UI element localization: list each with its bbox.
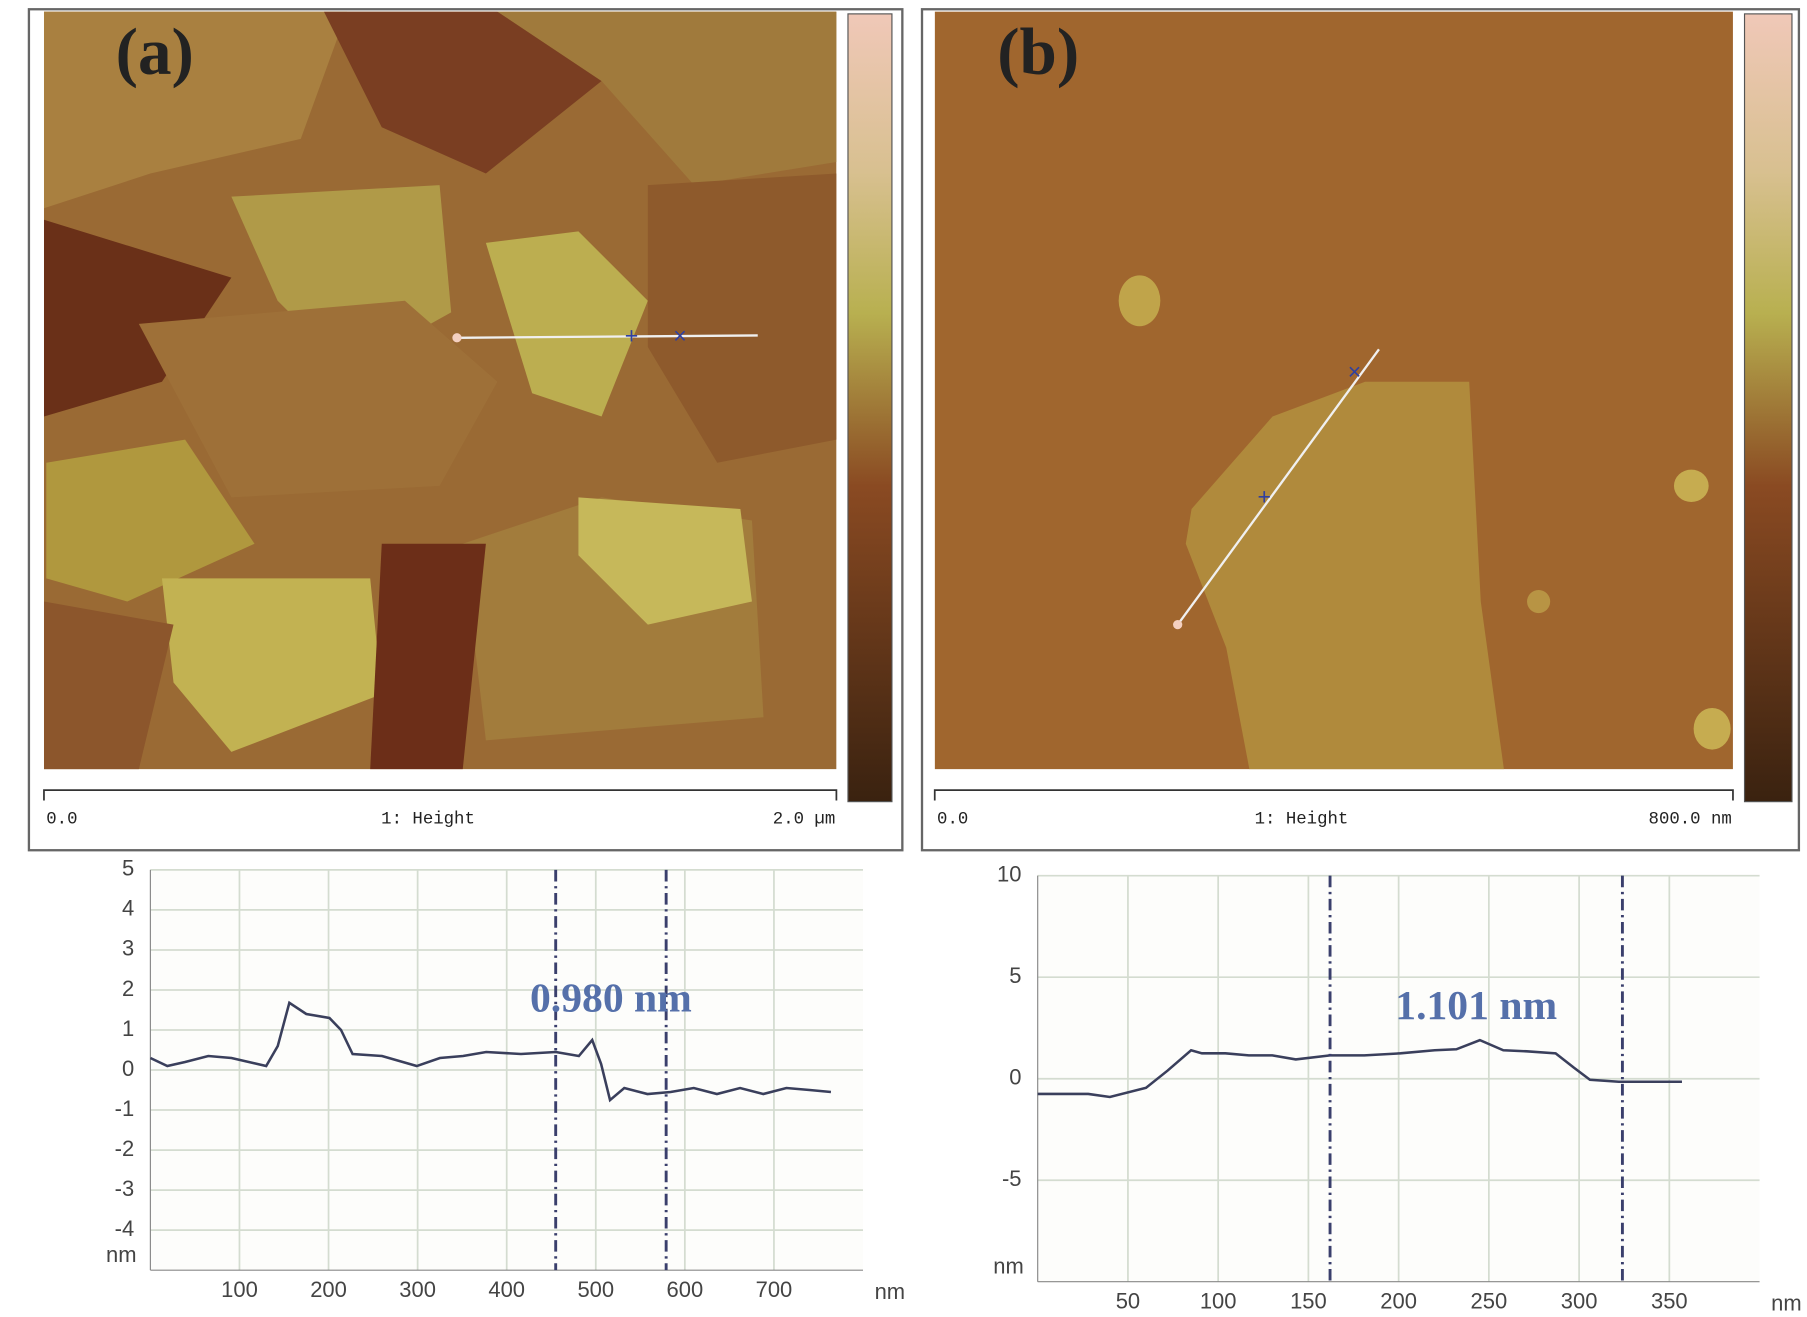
x-tick-label: 500 — [577, 1277, 614, 1302]
x-tick-label: 300 — [399, 1277, 436, 1302]
scale-start: 0.0 — [46, 811, 77, 830]
colorbar — [847, 13, 893, 803]
panel-label: (a) — [116, 14, 194, 89]
scale-end: 2.0 µm — [773, 811, 835, 830]
panel-label: (b) — [997, 14, 1079, 89]
profile-line — [149, 1000, 832, 1103]
y-tick-label: -2 — [115, 1136, 135, 1161]
afm-image: + × — [934, 11, 1733, 770]
y-tick-label: 3 — [122, 936, 134, 961]
y-axis-label: nm — [993, 1254, 1024, 1279]
y-tick-label: -3 — [115, 1176, 135, 1201]
y-tick-label: 0 — [122, 1056, 134, 1081]
x-axis-label: nm — [1771, 1291, 1802, 1316]
scale-end: 800.0 nm — [1649, 811, 1732, 830]
svg-text:×: × — [1348, 358, 1362, 384]
x-tick-label: 400 — [488, 1277, 525, 1302]
colorbar — [1743, 13, 1793, 803]
x-tick-label: 350 — [1651, 1288, 1688, 1313]
channel-label: 1: Height — [1255, 811, 1349, 830]
y-tick-label: 4 — [122, 896, 134, 921]
scale-start: 0.0 — [937, 811, 968, 830]
x-tick-label: 300 — [1561, 1288, 1598, 1313]
x-tick-label: 250 — [1471, 1288, 1508, 1313]
x-tick-label: 50 — [1116, 1288, 1140, 1313]
y-tick-label: 5 — [122, 856, 134, 881]
profile-line — [1037, 1038, 1682, 1099]
channel-label: 1: Height — [381, 811, 475, 830]
x-tick-label: 200 — [310, 1277, 347, 1302]
y-tick-label: 5 — [1009, 963, 1021, 988]
y-axis-label: nm — [106, 1242, 137, 1267]
x-axis-label: nm — [875, 1279, 906, 1304]
step-height-annotation: 1.101 nm — [1395, 983, 1557, 1029]
x-tick-label: 100 — [1200, 1288, 1237, 1313]
y-tick-label: -1 — [115, 1096, 135, 1121]
afm-image: + × — [43, 11, 837, 770]
step-height-annotation: 0.980 nm — [530, 976, 692, 1022]
x-tick-label: 600 — [667, 1277, 704, 1302]
x-tick-label: 200 — [1380, 1288, 1417, 1313]
svg-text:+: + — [625, 323, 639, 349]
y-tick-label: -4 — [115, 1216, 135, 1241]
y-tick-label: 10 — [997, 861, 1021, 886]
y-tick-label: 2 — [122, 976, 134, 1001]
y-tick-label: -5 — [1002, 1166, 1022, 1191]
x-tick-label: 100 — [221, 1277, 258, 1302]
x-tick-label: 700 — [756, 1277, 793, 1302]
svg-text:×: × — [673, 323, 687, 349]
y-tick-label: 1 — [122, 1016, 134, 1041]
scale-bar — [43, 789, 838, 801]
x-tick-label: 150 — [1290, 1288, 1327, 1313]
scale-bar — [933, 789, 1734, 801]
svg-text:+: + — [1257, 483, 1271, 509]
y-tick-label: 0 — [1009, 1064, 1021, 1089]
